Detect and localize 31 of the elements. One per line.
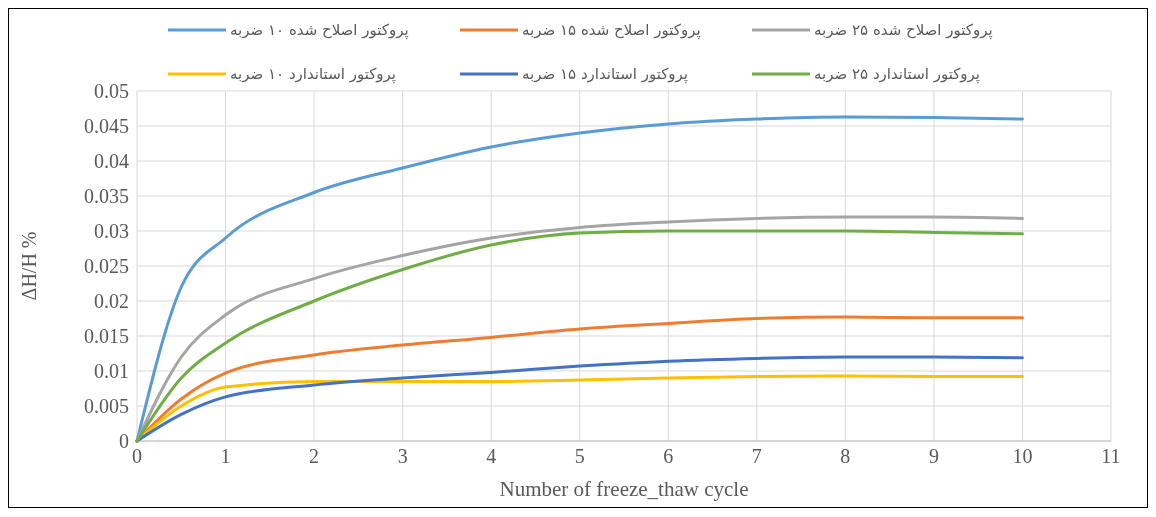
x-tick-label: 7 [751,445,762,467]
y-tick-label: 0.01 [94,360,129,382]
y-tick-label: 0.045 [84,115,129,137]
legend-label: پروکتور اصلاح شده ۲۵ ضربه [814,21,993,41]
x-tick-label: 11 [1101,445,1121,467]
x-tick-label: 4 [486,445,497,467]
x-tick-label: 3 [397,445,408,467]
legend-label: پروکتور اصلاح شده ۱۰ ضربه [230,21,409,41]
y-tick-label: 0 [119,430,129,452]
y-tick-label: 0.05 [94,80,129,102]
y-tick-label: 0.03 [94,220,129,242]
legend-label: پروکتور استاندارد ۱۵ ضربه [522,65,688,85]
x-axis-title: Number of freeze_thaw cycle [499,477,749,501]
x-tick-label: 8 [840,445,851,467]
y-tick-label: 0.035 [84,185,129,207]
x-tick-label: 5 [574,445,585,467]
x-tick-label: 9 [928,445,939,467]
line-series [135,355,1024,443]
y-tick-label: 0.025 [84,255,129,277]
x-tick-label: 10 [1012,445,1033,467]
x-tick-label: 6 [663,445,674,467]
y-tick-label: 0.005 [84,395,129,417]
legend-label: پروکتور استاندارد ۲۵ ضربه [814,65,980,85]
y-tick-label: 0.02 [94,290,129,312]
legend-label: پروکتور اصلاح شده ۱۵ ضربه [522,21,701,41]
y-tick-label: 0.04 [94,150,129,172]
x-tick-label: 2 [309,445,320,467]
y-tick-label: 0.015 [84,325,129,347]
legend-label: پروکتور استاندارد ۱۰ ضربه [230,65,396,85]
y-axis-title: ΔH/H % [18,231,40,301]
x-tick-label: 1 [220,445,231,467]
